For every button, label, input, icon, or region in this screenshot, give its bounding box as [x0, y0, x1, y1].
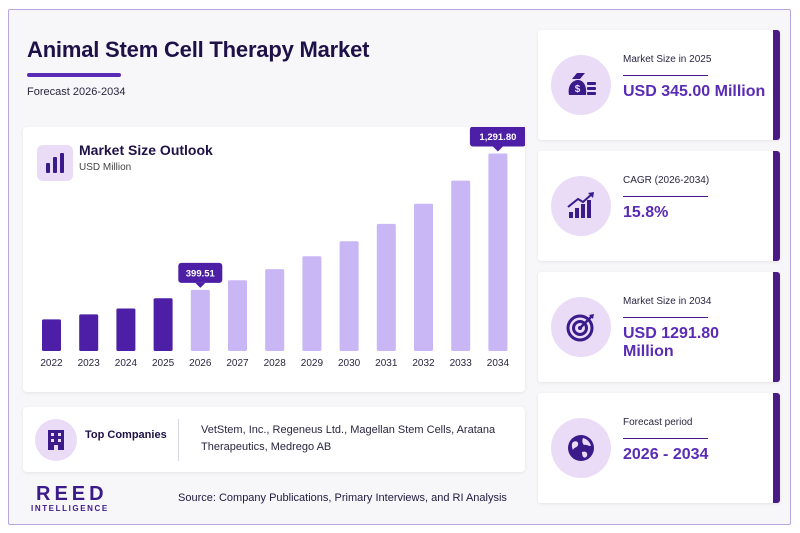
svg-text:399.51: 399.51 [186, 268, 216, 279]
building-icon [35, 419, 77, 461]
bar-2026 [190, 289, 210, 351]
logo-wordmark: REED [36, 483, 108, 505]
bar-2023 [79, 314, 99, 351]
kpi-divider [623, 317, 708, 318]
tick-label-2033: 2033 [450, 358, 473, 369]
kpi-divider [623, 438, 708, 439]
bar-2030 [339, 241, 359, 351]
tick-label-2026: 2026 [189, 358, 212, 369]
tick-label-2031: 2031 [375, 358, 398, 369]
bar-2031 [376, 223, 396, 351]
kpi-value: USD 345.00 Million [623, 83, 766, 100]
tick-label-2029: 2029 [301, 358, 324, 369]
source-note: Source: Company Publications, Primary In… [178, 492, 507, 504]
chart-card: Market Size Outlook USD Million 2022 2023… [23, 127, 525, 392]
page-subtitle: Forecast 2026-2034 [27, 86, 126, 98]
tick-label-2034: 2034 [487, 358, 510, 369]
kpi-label: Market Size in 2025 [623, 54, 712, 65]
bar-chart-icon [37, 145, 73, 181]
bar-2027 [228, 280, 247, 351]
kpi-card-forecast-period: Forecast period 2026 - 2034 [538, 393, 780, 503]
chart-title: Market Size Outlook [79, 142, 213, 158]
kpi-label: Market Size in 2034 [623, 296, 712, 307]
data-label-2034: 1,291.80 [469, 127, 525, 152]
kpi-card-market-size-2025: $ Market Size in 2025 USD 345.00 Million [538, 30, 780, 140]
kpi-card-cagr: CAGR (2026-2034) 15.8% [538, 151, 780, 261]
svg-text:1,291.80: 1,291.80 [479, 132, 516, 143]
kpi-card-market-size-2034: Market Size in 2034 USD 1291.80 Million [538, 272, 780, 382]
tick-label-2032: 2032 [412, 358, 435, 369]
tick-label-2022: 2022 [40, 358, 63, 369]
chart-unit: USD Million [79, 162, 132, 173]
money-bag-icon: $ [551, 55, 611, 115]
bar-2022 [42, 319, 61, 351]
bar-2029 [302, 256, 322, 351]
bar-2025 [153, 298, 173, 351]
top-companies-list: VetStem, Inc., Regeneus Ltd., Magellan S… [201, 424, 496, 453]
data-label-2026: 399.51 [178, 262, 223, 288]
tick-label-2024: 2024 [115, 358, 138, 369]
bar-2034 [488, 153, 508, 351]
tick-label-2028: 2028 [264, 358, 287, 369]
tick-label-2025: 2025 [152, 358, 175, 369]
kpi-label: CAGR (2026-2034) [623, 175, 710, 186]
bar-2024 [116, 308, 136, 351]
bar-2032 [414, 203, 433, 351]
svg-text:$: $ [575, 84, 581, 95]
kpi-value: 2026 - 2034 [623, 446, 709, 463]
growth-chart-icon [551, 176, 611, 236]
kpi-value: 15.8% [623, 204, 669, 221]
top-companies-label: Top Companies [85, 429, 167, 441]
target-icon [551, 297, 611, 357]
tick-label-2030: 2030 [338, 358, 361, 369]
logo-tagline: INTELLIGENCE [31, 504, 109, 513]
divider [178, 419, 179, 461]
title-underline [27, 73, 121, 77]
page-title: Animal Stem Cell Therapy Market [27, 37, 370, 62]
top-companies-card: Top Companies VetStem, Inc., Regeneus Lt… [23, 407, 525, 472]
kpi-divider [623, 196, 708, 197]
tick-label-2027: 2027 [226, 358, 249, 369]
globe-icon [551, 418, 611, 478]
kpi-value: USD 1291.80 Million [623, 325, 720, 360]
bar-2033 [451, 180, 471, 351]
bar-2028 [265, 269, 285, 351]
bar-chart: 2022 2023 2024 2025 2026 2027 2028 2029 2030 2031… [40, 127, 525, 369]
kpi-divider [623, 75, 708, 76]
kpi-label: Forecast period [623, 417, 693, 428]
tick-label-2023: 2023 [78, 358, 101, 369]
